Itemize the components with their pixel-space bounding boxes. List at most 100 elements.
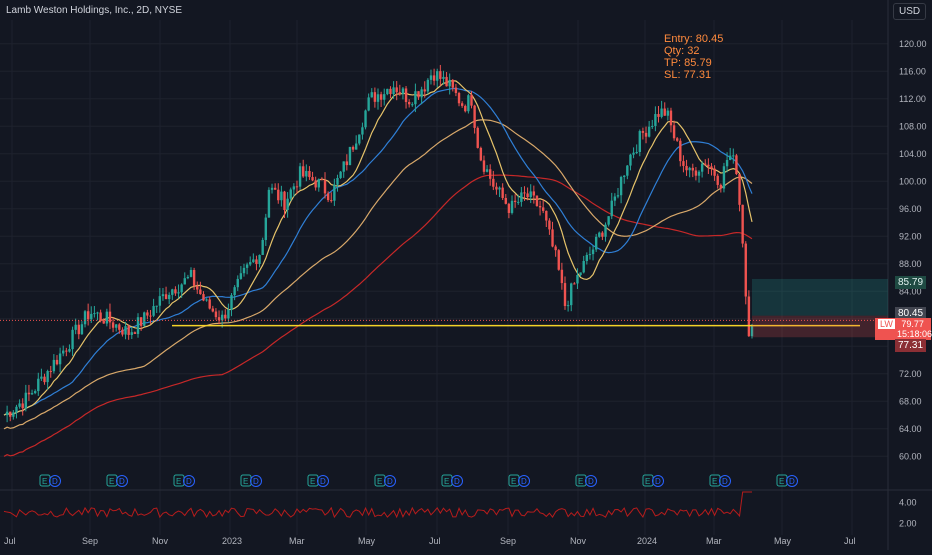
symbol-title: Lamb Weston Holdings, Inc., 2D, NYSE	[6, 5, 183, 16]
y-tick-label: 96.00	[899, 204, 922, 214]
candle-body	[164, 294, 168, 300]
candle-body	[183, 278, 186, 285]
candle-body	[249, 262, 252, 265]
candle-body	[330, 200, 333, 202]
currency-label[interactable]: USD	[893, 3, 927, 20]
candle-body	[423, 89, 426, 92]
candle-body	[74, 324, 77, 330]
candle-body	[273, 187, 277, 190]
candle-body	[308, 170, 311, 178]
last-price: 79.77	[901, 319, 924, 329]
candle-body	[679, 140, 682, 162]
candle-body	[93, 313, 96, 315]
candle-body	[189, 269, 193, 277]
tp-price-tag: 85.79	[895, 276, 927, 289]
y-tick-label: 60.00	[899, 451, 922, 461]
dividend-marker	[317, 475, 329, 487]
candle-body	[573, 283, 576, 285]
candle-body	[364, 110, 367, 128]
dividend-marker-label: D	[521, 477, 527, 486]
candle-body	[719, 184, 723, 189]
candle-body	[457, 93, 461, 104]
dividend-marker-label: D	[454, 477, 460, 486]
candle-body	[411, 104, 414, 106]
candle-body	[610, 200, 613, 217]
candle-body	[345, 161, 349, 166]
x-tick-label: Sep	[500, 536, 516, 546]
candle-body	[501, 187, 504, 198]
candle-body	[566, 305, 570, 307]
candle-body	[520, 192, 523, 202]
candle-body	[196, 285, 199, 290]
dividend-marker-label: D	[186, 477, 192, 486]
x-tick-label: May	[358, 536, 376, 546]
candle-body	[370, 92, 373, 98]
candle-body	[152, 306, 155, 316]
candle-body	[155, 305, 158, 307]
earnings-marker-label: E	[779, 477, 784, 486]
candle-body	[526, 193, 529, 198]
candle-body	[326, 193, 330, 201]
candle-body	[83, 311, 87, 325]
candle-body	[545, 210, 548, 221]
candle-body	[529, 191, 532, 198]
candle-body	[351, 146, 355, 150]
dividend-marker-label: D	[722, 477, 728, 486]
earnings-marker-label: E	[444, 477, 449, 486]
candle-body	[214, 311, 218, 318]
candle-body	[741, 204, 744, 244]
candle-body	[389, 88, 392, 95]
x-tick-label: Sep	[82, 536, 98, 546]
candle-body	[40, 376, 43, 379]
candle-body	[383, 94, 386, 100]
qty-label: Qty: 32	[664, 45, 700, 57]
candle-body	[607, 216, 610, 225]
candle-body	[314, 180, 317, 188]
candle-body	[192, 269, 196, 286]
candle-body	[320, 179, 324, 181]
dividend-marker	[585, 475, 597, 487]
y-tick-label: 88.00	[899, 259, 922, 269]
candle-body	[554, 246, 557, 251]
candle-body	[52, 359, 56, 372]
y-tick-label: 108.00	[899, 121, 927, 131]
candle-body	[245, 264, 249, 268]
candle-body	[336, 177, 339, 185]
candle-body	[333, 184, 336, 201]
candle-body	[404, 88, 408, 102]
y-tick-label: 112.00	[899, 94, 926, 104]
dividend-marker	[250, 475, 262, 487]
y-tick-label: 120.00	[899, 39, 927, 49]
candle-body	[139, 317, 143, 326]
earnings-marker-label: E	[243, 477, 248, 486]
candle-body	[108, 311, 112, 323]
candle-body	[121, 329, 124, 335]
dividend-marker	[384, 475, 396, 487]
candle-body	[454, 87, 458, 94]
candle-body	[704, 163, 707, 165]
x-tick-label: 2024	[637, 536, 657, 546]
candle-body	[407, 101, 411, 105]
candle-body	[585, 254, 589, 261]
candle-body	[18, 403, 21, 407]
candle-body	[392, 87, 395, 95]
candle-body	[632, 152, 635, 155]
candle-body	[479, 147, 483, 161]
candle-body	[591, 249, 595, 255]
candle-body	[339, 171, 342, 178]
candle-body	[233, 287, 236, 296]
candle-body	[71, 329, 74, 350]
candle-body	[728, 155, 732, 160]
candle-body	[517, 201, 520, 203]
candle-body	[464, 105, 467, 112]
entry-price-tag: 80.45	[895, 307, 927, 320]
candle-body	[270, 187, 274, 190]
candle-body	[613, 196, 617, 201]
candle-body	[224, 314, 227, 319]
candle-body	[354, 143, 358, 150]
candle-body	[264, 217, 267, 240]
candle-body	[379, 94, 383, 100]
y-tick-label: 68.00	[899, 396, 922, 406]
